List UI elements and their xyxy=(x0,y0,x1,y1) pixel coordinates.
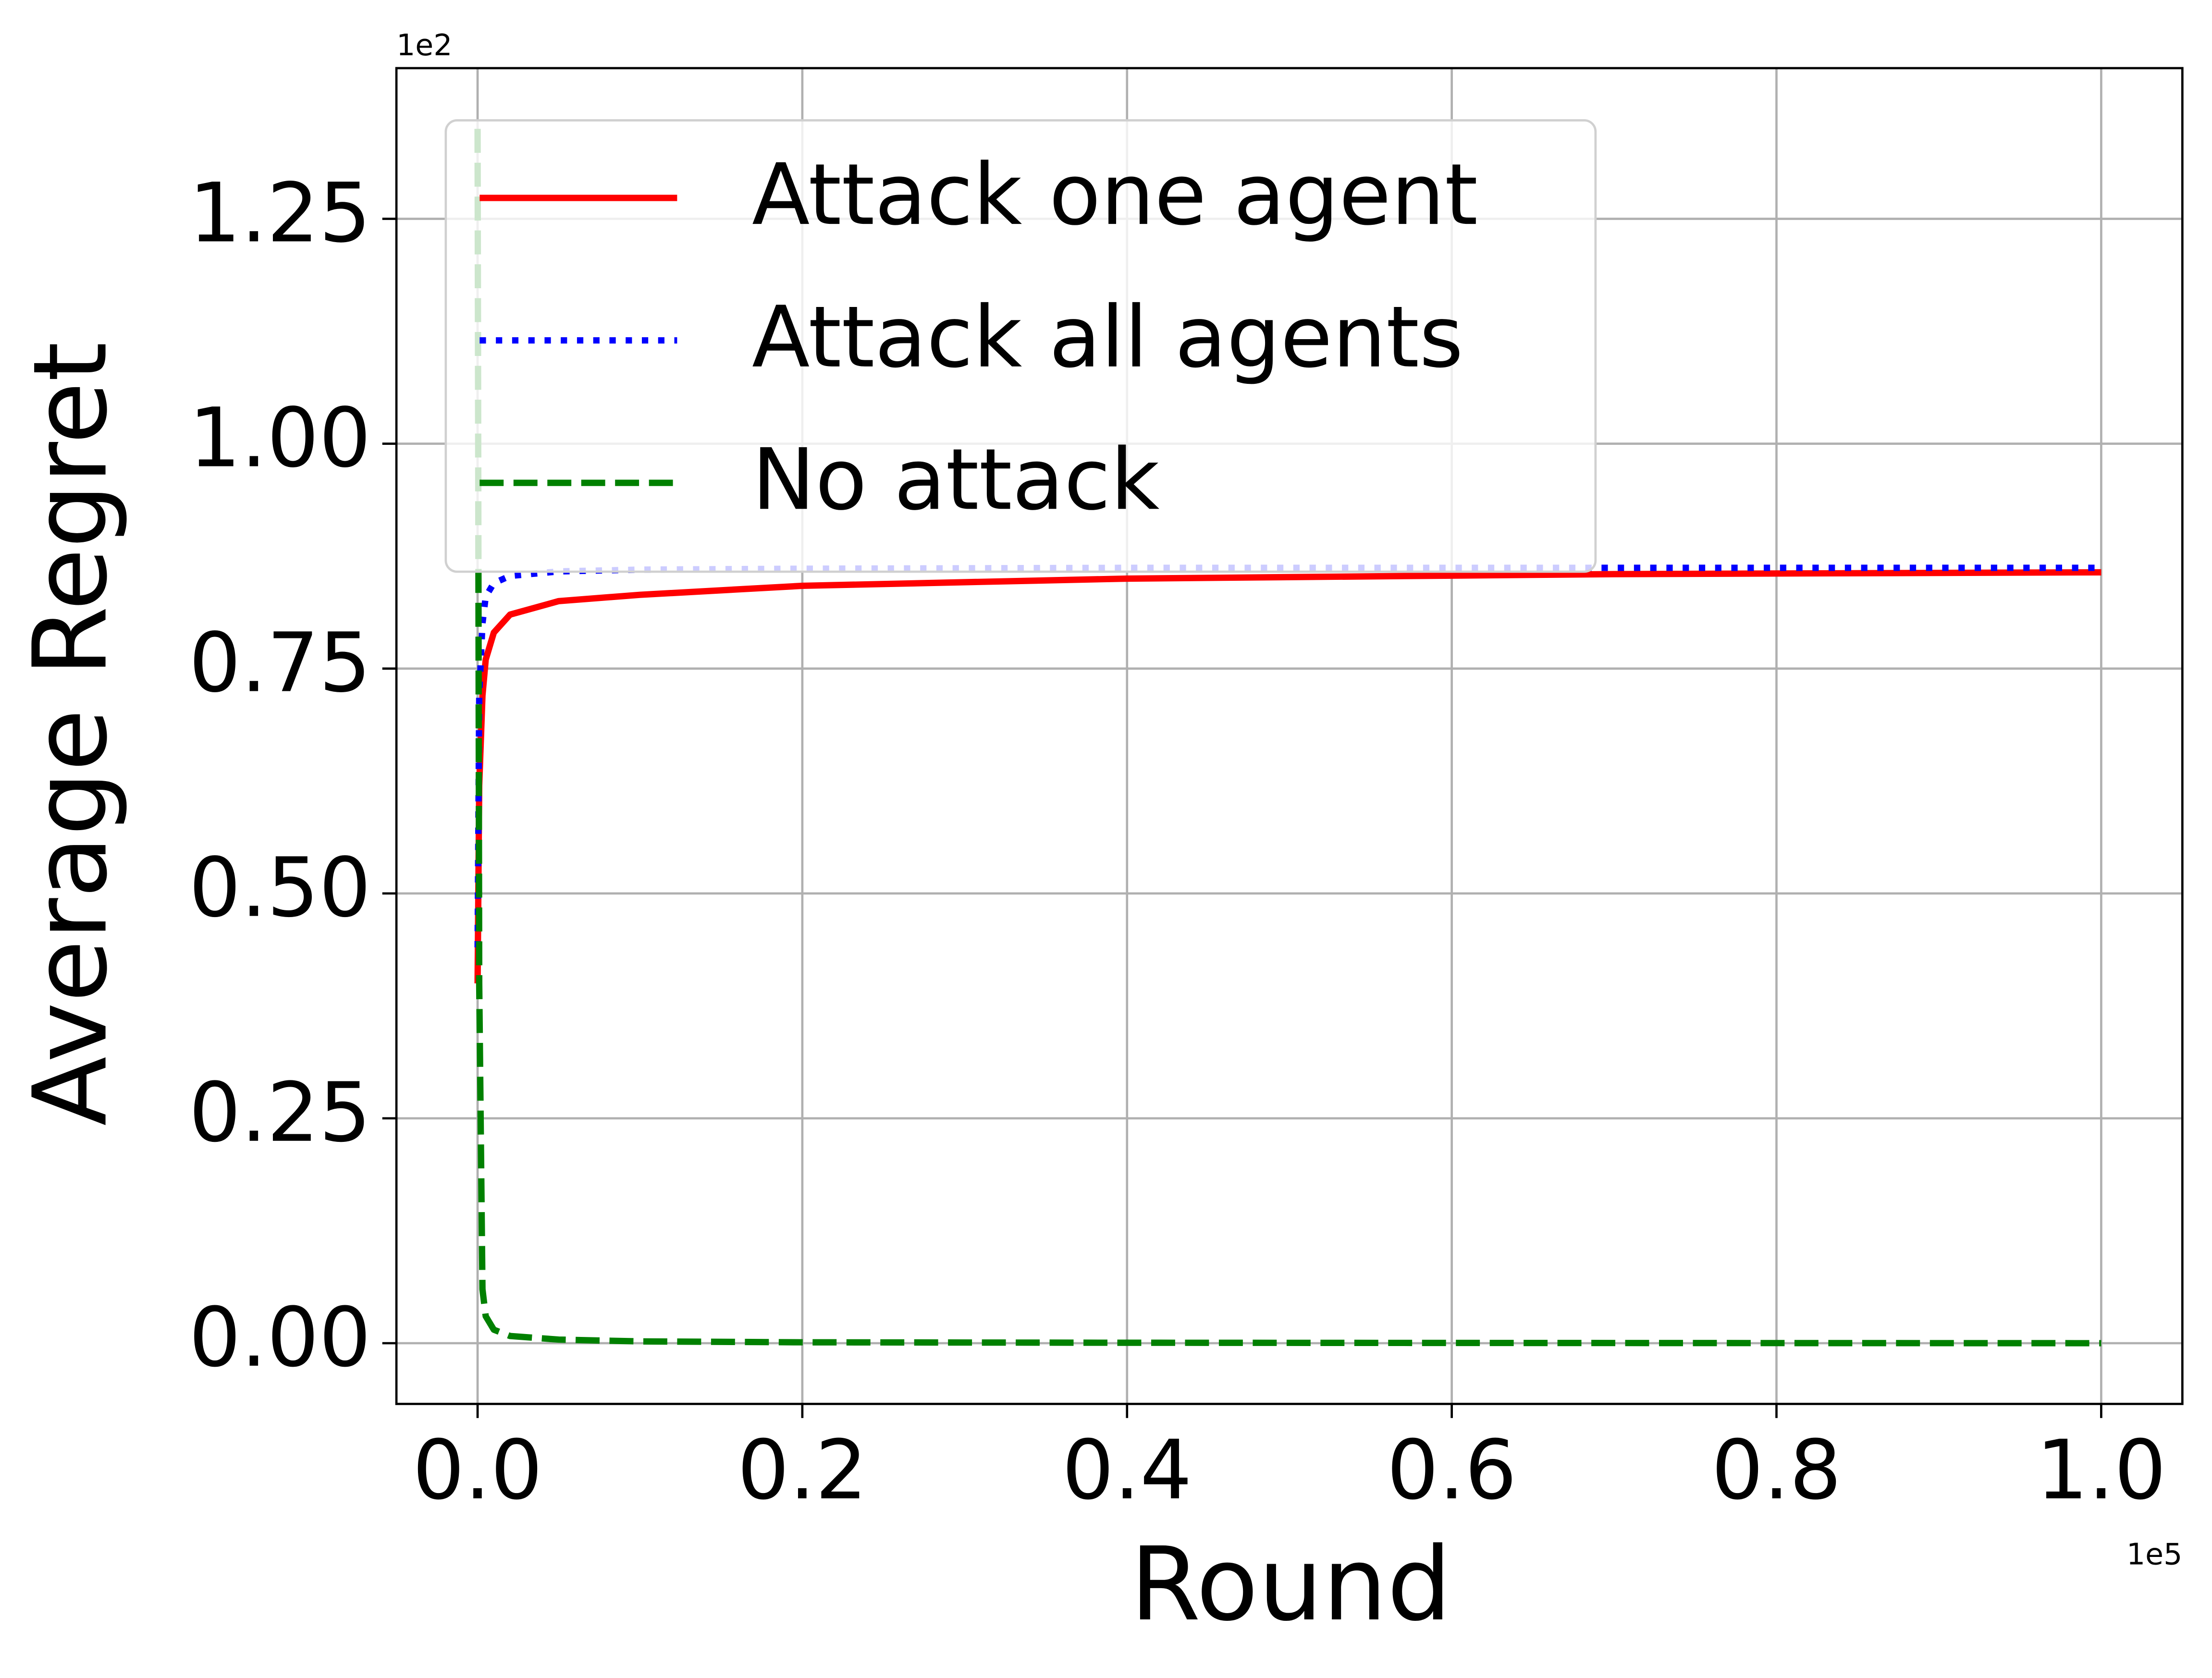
plot-frame xyxy=(395,67,2184,1405)
y-tick-label: 0.75 xyxy=(189,616,371,711)
y-offset-label: 1e2 xyxy=(396,28,452,62)
x-tick-label: 0.0 xyxy=(413,1423,543,1518)
y-tick-label: 0.00 xyxy=(189,1290,371,1385)
x-tick-label: 1.0 xyxy=(2036,1423,2166,1518)
ticks: 0.0 0.2 0.4 0.6 0.8 1.0 0.00 0.25 0.50 0.75 1.00 1.… xyxy=(189,166,2166,1518)
legend-label: No attack xyxy=(752,430,1159,529)
y-tick-label: 1.25 xyxy=(189,166,371,261)
plot-lines xyxy=(474,129,2101,1347)
x-tick-label: 0.8 xyxy=(1711,1423,1842,1518)
x-tick-label: 0.4 xyxy=(1062,1423,1192,1518)
x-offset-label: 1e5 xyxy=(2126,1537,2182,1572)
series-line xyxy=(474,564,2101,948)
legend: Attack one agent Attack all agents No atta… xyxy=(444,119,1597,573)
legend-label: Attack one agent xyxy=(752,145,1478,244)
x-tick-label: 0.2 xyxy=(737,1423,867,1518)
y-axis-label: Average Regret xyxy=(12,342,130,1126)
series-line xyxy=(474,569,2101,984)
y-tick-label: 0.25 xyxy=(189,1066,371,1161)
y-tick-label: 1.00 xyxy=(189,391,371,486)
series-line xyxy=(474,129,2101,1347)
legend-label: Attack all agents xyxy=(752,288,1463,387)
y-tick-label: 0.50 xyxy=(189,841,371,936)
x-axis-label: Round xyxy=(1130,1525,1451,1643)
x-tick-label: 0.6 xyxy=(1387,1423,1517,1518)
legend-box xyxy=(444,119,1597,573)
